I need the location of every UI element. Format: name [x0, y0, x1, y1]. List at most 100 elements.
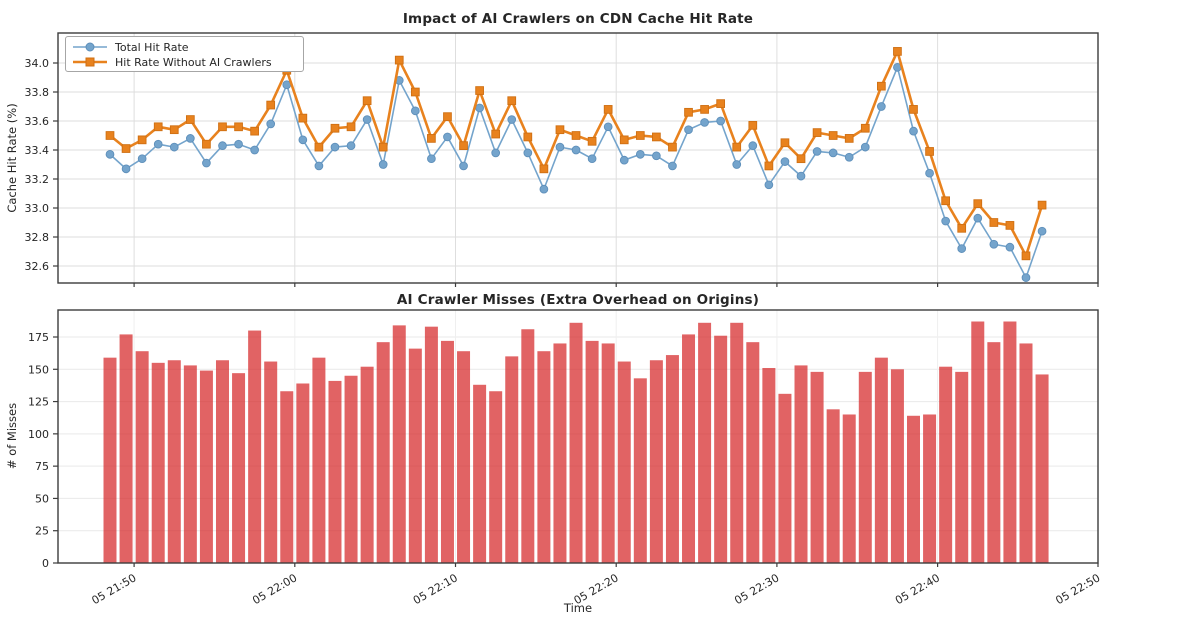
data-point-circle: [362, 115, 372, 124]
data-point-circle: [700, 118, 709, 127]
data-point-square: [587, 136, 597, 146]
data-point-circle: [957, 244, 967, 253]
bar: [1019, 343, 1033, 563]
x-tick-label: 05 22:30: [732, 571, 781, 607]
data-point-square: [571, 131, 581, 140]
data-point-circle: [491, 148, 501, 158]
bar: [505, 356, 519, 563]
data-point-circle: [121, 164, 131, 174]
data-point-square: [410, 87, 420, 97]
data-point-square: [748, 120, 758, 130]
data-point-circle: [410, 106, 420, 116]
data-point-circle: [250, 145, 259, 155]
data-point-circle: [443, 132, 452, 142]
bar: [135, 351, 149, 563]
bar: [280, 391, 294, 563]
data-point-circle: [266, 119, 276, 129]
bar: [328, 380, 342, 563]
y-axis-label: # of Misses: [5, 403, 19, 469]
data-point-circle: [346, 141, 356, 151]
data-point-square: [234, 122, 243, 132]
bar: [537, 351, 551, 563]
bar: [601, 343, 615, 563]
bar: [907, 415, 920, 563]
x-tick-label: 05 22:10: [411, 571, 460, 607]
data-point-square: [877, 81, 886, 91]
bar: [698, 322, 712, 563]
data-point-square: [925, 147, 934, 156]
bar: [617, 361, 631, 563]
y-tick-label: 75: [35, 460, 49, 473]
data-point-square: [941, 196, 950, 206]
bar: [971, 321, 985, 563]
data-point-square: [893, 47, 902, 56]
chart-title: AI Crawler Misses (Extra Overhead on Ori…: [397, 292, 759, 308]
bar: [939, 366, 953, 563]
bar: [762, 367, 776, 563]
data-point-circle: [475, 103, 484, 113]
data-point-circle: [330, 142, 340, 152]
line-series: [105, 47, 1047, 282]
bar: [408, 348, 422, 563]
bar: [457, 351, 471, 563]
bar: [874, 357, 888, 563]
bar: [521, 329, 535, 563]
data-point-circle: [603, 122, 613, 132]
data-point-circle: [796, 171, 806, 181]
data-point-circle: [764, 180, 774, 190]
data-point-circle: [780, 157, 790, 166]
data-point-circle: [941, 216, 950, 226]
bar: [199, 370, 213, 563]
data-point-circle: [844, 152, 854, 162]
data-point-circle: [652, 151, 661, 161]
bar: [312, 357, 326, 563]
data-point-circle: [218, 141, 227, 151]
y-tick-label: 100: [28, 428, 49, 441]
data-point-circle: [828, 148, 838, 158]
data-point-square: [507, 96, 517, 106]
bar: [682, 334, 696, 563]
data-point-square: [539, 164, 549, 174]
bar: [183, 365, 197, 563]
y-tick-label: 175: [28, 331, 49, 344]
data-point-circle: [1005, 242, 1015, 252]
data-point-circle: [298, 135, 308, 145]
y-tick-label: 33.0: [25, 202, 50, 215]
y-tick-label: 25: [35, 525, 49, 538]
data-point-circle: [539, 184, 549, 194]
bar: [376, 342, 390, 563]
hit-rate-chart: 34.0 33.8 33.6 33.4 33.2 33.0 32.8 32.6 Impact …: [5, 11, 1099, 287]
data-point-circle: [105, 150, 115, 159]
data-point-square: [523, 132, 533, 142]
bar: [890, 369, 904, 563]
data-point-circle: [619, 155, 629, 165]
data-point-square: [137, 135, 147, 145]
data-point-circle: [748, 141, 758, 151]
data-point-square: [121, 144, 131, 153]
data-point-circle: [571, 145, 581, 155]
bar: [151, 362, 165, 563]
data-point-square: [844, 134, 854, 143]
data-point-square: [732, 142, 742, 152]
data-point-square: [828, 131, 838, 140]
data-point-square: [250, 126, 259, 136]
bar: [360, 366, 374, 563]
data-point-square: [619, 135, 629, 145]
data-point-circle: [1021, 273, 1031, 282]
bar: [665, 355, 679, 563]
bar: [553, 343, 567, 563]
data-point-square: [1005, 221, 1015, 230]
data-point-square: [668, 142, 677, 152]
data-point-square: [909, 105, 918, 114]
bar: [215, 360, 229, 563]
data-point-square: [812, 128, 822, 137]
legend-label-without: Hit Rate Without AI Crawlers: [115, 56, 272, 69]
data-point-square: [169, 125, 179, 135]
data-point-square: [298, 113, 308, 123]
gridlines: [58, 33, 1099, 283]
bar: [248, 330, 262, 563]
data-point-circle: [459, 161, 468, 171]
y-tick-label: 125: [28, 396, 49, 409]
